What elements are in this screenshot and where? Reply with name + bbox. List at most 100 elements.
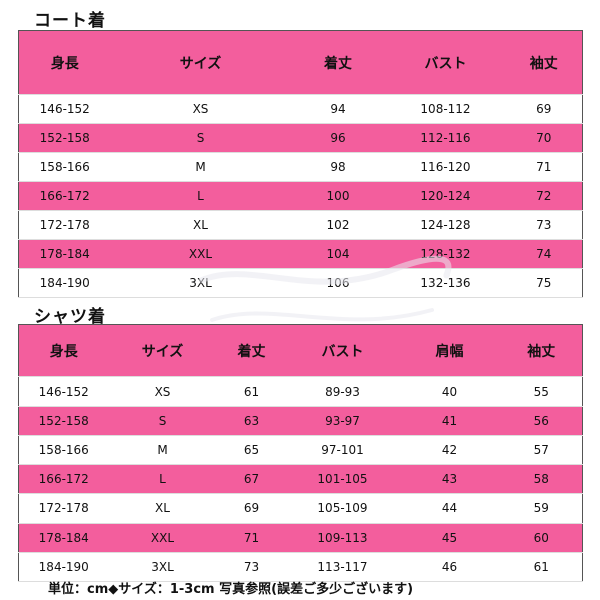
table-row: 152-158 S 96 112-116 70 (18, 123, 583, 153)
table-cell: 45 (398, 523, 501, 553)
table-cell: 73 (505, 210, 583, 240)
table-cell: 74 (505, 239, 583, 269)
table-cell: 132-136 (385, 268, 506, 298)
table-cell: 158-166 (18, 152, 111, 182)
table-cell: 152-158 (18, 406, 109, 436)
table-cell: M (108, 435, 217, 466)
table-cell: 100 (290, 181, 386, 211)
coat-header-cell: 身長 (18, 30, 111, 95)
table-cell: 97-101 (286, 435, 399, 466)
table-cell: 172-178 (18, 493, 109, 524)
table-row: 178-184 XXL 104 128-132 74 (18, 239, 583, 269)
table-cell: 102 (290, 210, 386, 240)
table-cell: L (108, 464, 217, 495)
table-cell: L (110, 181, 291, 211)
footer-note: 単位：cm◆サイズ：1-3cm 写真参照(誤差ご多少ございます) (48, 582, 414, 597)
table-cell: 112-116 (385, 123, 506, 153)
table-row: 172-178 XL 69 105-109 44 59 (18, 493, 583, 524)
table-cell: XS (110, 94, 291, 124)
table-cell: XL (108, 493, 217, 524)
coat-size-table: 身長 サイズ 着丈 バスト 袖丈 146-152 XS 94 108-112 6… (18, 30, 583, 298)
coat-section-title: コート着 (34, 11, 106, 31)
table-cell: 40 (398, 376, 501, 407)
table-row: 172-178 XL 102 124-128 73 (18, 210, 583, 240)
table-cell: 43 (398, 464, 501, 495)
table-cell: 98 (290, 152, 386, 182)
table-cell: 3XL (110, 268, 291, 298)
table-cell: 124-128 (385, 210, 506, 240)
table-row: 158-166 M 98 116-120 71 (18, 152, 583, 182)
table-cell: XXL (110, 239, 291, 269)
table-cell: 63 (216, 406, 287, 436)
table-row: 152-158 S 63 93-97 41 56 (18, 406, 583, 436)
table-cell: 106 (290, 268, 386, 298)
coat-header-cell: 着丈 (290, 30, 386, 95)
table-cell: 104 (290, 239, 386, 269)
table-cell: 57 (500, 435, 583, 466)
table-cell: 71 (216, 523, 287, 553)
table-cell: S (110, 123, 291, 153)
coat-header-cell: バスト (385, 30, 506, 95)
table-cell: 128-132 (385, 239, 506, 269)
table-cell: 60 (500, 523, 583, 553)
table-cell: 105-109 (286, 493, 399, 524)
table-cell: 96 (290, 123, 386, 153)
table-cell: 113-117 (286, 552, 399, 583)
table-cell: 69 (505, 94, 583, 124)
table-cell: 61 (216, 376, 287, 407)
shirt-header-cell: サイズ (108, 324, 217, 378)
table-cell: XL (110, 210, 291, 240)
table-cell: 44 (398, 493, 501, 524)
table-cell: 42 (398, 435, 501, 466)
table-cell: 120-124 (385, 181, 506, 211)
table-cell: 158-166 (18, 435, 109, 466)
table-cell: 178-184 (18, 523, 109, 553)
shirt-header-cell: バスト (286, 324, 399, 378)
shirt-header-row: 身長 サイズ 着丈 バスト 肩幅 袖丈 (18, 324, 583, 378)
table-cell: 178-184 (18, 239, 111, 269)
table-row: 184-190 3XL 106 132-136 75 (18, 268, 583, 298)
shirt-header-cell: 着丈 (216, 324, 287, 378)
shirt-size-table: 身長 サイズ 着丈 バスト 肩幅 袖丈 146-152 XS 61 89-93 … (18, 324, 583, 583)
coat-header-row: 身長 サイズ 着丈 バスト 袖丈 (18, 30, 583, 95)
table-cell: 184-190 (18, 268, 111, 298)
table-cell: 59 (500, 493, 583, 524)
table-cell: 93-97 (286, 406, 399, 436)
table-cell: 146-152 (18, 376, 109, 407)
table-cell: XS (108, 376, 217, 407)
table-row: 166-172 L 67 101-105 43 58 (18, 464, 583, 495)
table-cell: 166-172 (18, 181, 111, 211)
table-row: 166-172 L 100 120-124 72 (18, 181, 583, 211)
table-cell: 116-120 (385, 152, 506, 182)
table-cell: 70 (505, 123, 583, 153)
table-cell: 166-172 (18, 464, 109, 495)
shirt-header-cell: 肩幅 (398, 324, 501, 378)
shirt-section-title: シャツ着 (34, 307, 106, 327)
shirt-header-cell: 袖丈 (500, 324, 583, 378)
table-cell: 61 (500, 552, 583, 583)
table-cell: 75 (505, 268, 583, 298)
table-cell: 58 (500, 464, 583, 495)
table-row: 158-166 M 65 97-101 42 57 (18, 435, 583, 466)
table-cell: 101-105 (286, 464, 399, 495)
table-row: 184-190 3XL 73 113-117 46 61 (18, 552, 583, 583)
table-cell: 67 (216, 464, 287, 495)
table-cell: 152-158 (18, 123, 111, 153)
table-cell: 73 (216, 552, 287, 583)
table-row: 146-152 XS 94 108-112 69 (18, 94, 583, 124)
table-cell: 41 (398, 406, 501, 436)
table-cell: 69 (216, 493, 287, 524)
table-cell: 56 (500, 406, 583, 436)
table-cell: 55 (500, 376, 583, 407)
table-row: 146-152 XS 61 89-93 40 55 (18, 376, 583, 407)
table-cell: 72 (505, 181, 583, 211)
coat-header-cell: サイズ (110, 30, 291, 95)
table-cell: M (110, 152, 291, 182)
table-cell: 46 (398, 552, 501, 583)
table-cell: 146-152 (18, 94, 111, 124)
table-cell: 89-93 (286, 376, 399, 407)
coat-header-cell: 袖丈 (505, 30, 583, 95)
table-cell: 108-112 (385, 94, 506, 124)
table-cell: 94 (290, 94, 386, 124)
table-cell: 109-113 (286, 523, 399, 553)
